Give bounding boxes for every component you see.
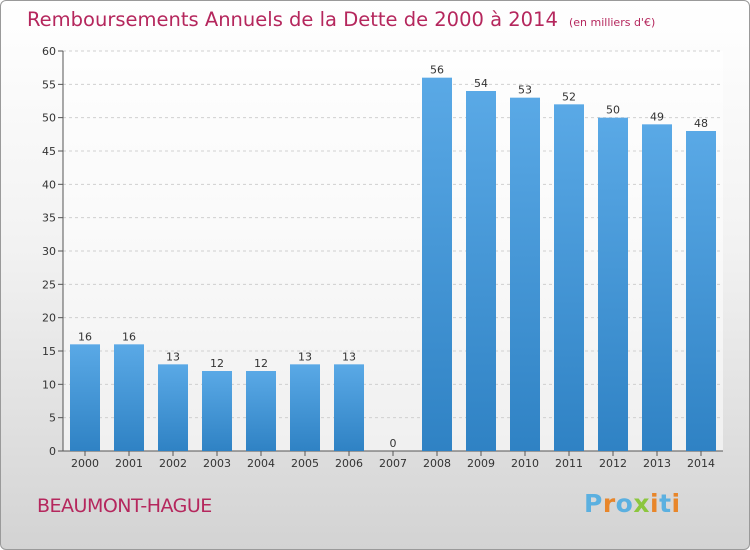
x-tick-label: 2003 bbox=[203, 457, 231, 470]
data-label: 54 bbox=[474, 77, 488, 90]
data-label: 13 bbox=[298, 350, 312, 363]
bar bbox=[246, 371, 276, 451]
y-tick-label: 25 bbox=[42, 278, 56, 291]
y-tick-label: 0 bbox=[49, 445, 56, 458]
y-tick-label: 5 bbox=[49, 412, 56, 425]
y-tick-label: 15 bbox=[42, 345, 56, 358]
x-tick-label: 2013 bbox=[643, 457, 671, 470]
x-tick-label: 2010 bbox=[511, 457, 539, 470]
x-tick-label: 2014 bbox=[687, 457, 715, 470]
proxiti-logo: Proxiti bbox=[584, 489, 681, 518]
x-tick-label: 2008 bbox=[423, 457, 451, 470]
bar bbox=[554, 104, 584, 451]
bar bbox=[466, 91, 496, 451]
x-tick-label: 2004 bbox=[247, 457, 275, 470]
bar bbox=[598, 117, 628, 452]
bar bbox=[510, 97, 540, 452]
y-tick-label: 30 bbox=[42, 245, 56, 258]
bar bbox=[334, 364, 364, 451]
data-label: 12 bbox=[210, 357, 224, 370]
y-tick-label: 10 bbox=[42, 378, 56, 391]
y-tick-label: 20 bbox=[42, 312, 56, 325]
data-label: 49 bbox=[650, 110, 664, 123]
y-tick-label: 35 bbox=[42, 212, 56, 225]
data-label: 48 bbox=[694, 117, 708, 130]
y-tick-label: 40 bbox=[42, 178, 56, 191]
logo-letter: i bbox=[671, 489, 681, 518]
x-tick-label: 2012 bbox=[599, 457, 627, 470]
logo-letter: x bbox=[633, 489, 650, 518]
bar bbox=[158, 364, 188, 451]
place-name: BEAUMONT-HAGUE bbox=[37, 495, 212, 517]
bar bbox=[114, 344, 144, 451]
chart-subtitle: (en milliers d'€) bbox=[568, 16, 656, 29]
logo-letter: o bbox=[615, 489, 634, 518]
chart-title: Remboursements Annuels de la Dette de 20… bbox=[27, 8, 558, 31]
bar bbox=[422, 77, 452, 452]
data-label: 13 bbox=[342, 350, 356, 363]
data-label: 53 bbox=[518, 84, 532, 97]
data-label: 16 bbox=[122, 330, 136, 343]
data-label: 50 bbox=[606, 104, 620, 117]
bar bbox=[70, 344, 100, 451]
data-label: 16 bbox=[78, 330, 92, 343]
x-tick-label: 2011 bbox=[555, 457, 583, 470]
logo-letter: t bbox=[659, 489, 672, 518]
data-label: 52 bbox=[562, 90, 576, 103]
x-tick-label: 2006 bbox=[335, 457, 363, 470]
data-label: 0 bbox=[390, 437, 397, 450]
x-tick-label: 2005 bbox=[291, 457, 319, 470]
x-tick-label: 2007 bbox=[379, 457, 407, 470]
x-tick-label: 2009 bbox=[467, 457, 495, 470]
y-tick-label: 60 bbox=[42, 45, 56, 58]
data-label: 56 bbox=[430, 64, 444, 77]
x-tick-label: 2002 bbox=[159, 457, 187, 470]
logo-letter: r bbox=[602, 489, 616, 518]
data-label: 13 bbox=[166, 350, 180, 363]
data-label: 12 bbox=[254, 357, 268, 370]
bar bbox=[202, 371, 232, 451]
bar bbox=[290, 364, 320, 451]
y-tick-label: 50 bbox=[42, 112, 56, 125]
y-tick-label: 45 bbox=[42, 145, 56, 158]
bar bbox=[642, 124, 672, 451]
x-tick-label: 2001 bbox=[115, 457, 143, 470]
x-tick-label: 2000 bbox=[71, 457, 99, 470]
bar bbox=[686, 131, 716, 451]
logo-letter: i bbox=[650, 489, 660, 518]
chart-title-row: Remboursements Annuels de la Dette de 20… bbox=[27, 8, 655, 31]
y-tick-label: 55 bbox=[42, 78, 56, 91]
logo-letter: P bbox=[584, 489, 603, 518]
